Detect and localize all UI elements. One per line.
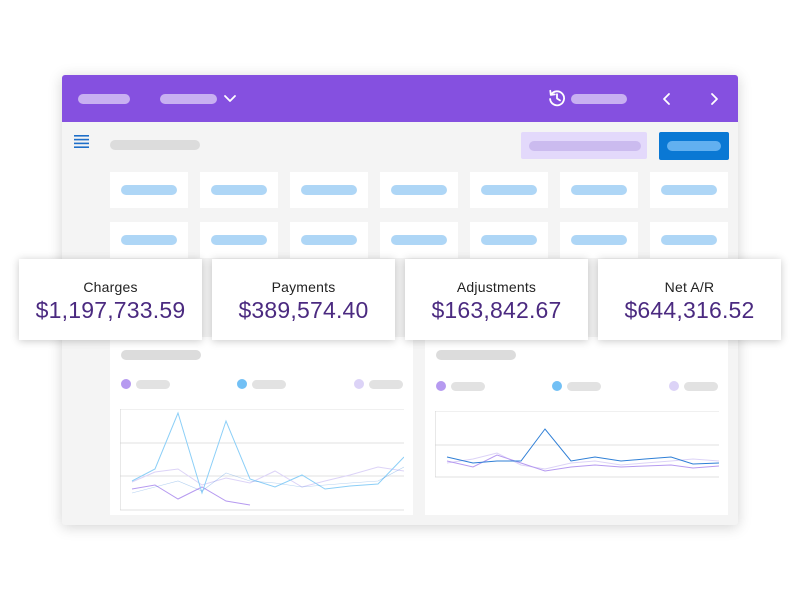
legend-marker [354, 379, 364, 389]
filter-tile[interactable] [560, 172, 638, 208]
history-icon[interactable] [547, 88, 567, 108]
page-title-placeholder [110, 140, 200, 150]
tile-label-placeholder [391, 235, 447, 245]
chart-title-placeholder [121, 350, 201, 360]
legend-label-placeholder [684, 382, 718, 391]
filter-tile[interactable] [200, 222, 278, 258]
chart-title-placeholder [436, 350, 516, 360]
kpi-value: $389,574.40 [238, 297, 369, 323]
legend-marker [237, 379, 247, 389]
legend-marker [436, 381, 446, 391]
tile-label-placeholder [301, 235, 357, 245]
nav-item-placeholder[interactable] [78, 94, 130, 104]
kpi-card-payments: Payments $389,574.40 [212, 259, 395, 340]
tile-label-placeholder [211, 235, 267, 245]
kpi-value: $644,316.52 [624, 297, 755, 323]
tile-label-placeholder [571, 235, 627, 245]
legend-label-placeholder [451, 382, 485, 391]
filter-tile[interactable] [560, 222, 638, 258]
kpi-label: Charges [83, 279, 138, 295]
tile-label-placeholder [661, 235, 717, 245]
legend-marker [669, 381, 679, 391]
history-label-placeholder[interactable] [571, 94, 627, 104]
chevron-down-icon[interactable] [223, 92, 237, 106]
secondary-button-label-placeholder [529, 141, 641, 151]
kpi-card-net-ar: Net A/R $644,316.52 [598, 259, 781, 340]
tile-label-placeholder [121, 235, 177, 245]
chart-panel-right [425, 337, 728, 515]
tile-label-placeholder [571, 185, 627, 195]
filter-tile[interactable] [290, 172, 368, 208]
legend-label-placeholder [136, 380, 170, 389]
kpi-value: $1,197,733.59 [35, 297, 186, 323]
filter-tile[interactable] [110, 172, 188, 208]
hamburger-menu-icon[interactable] [74, 135, 89, 148]
tile-label-placeholder [661, 185, 717, 195]
dropdown-label-placeholder[interactable] [160, 94, 217, 104]
line-chart-left [120, 409, 404, 511]
kpi-label: Adjustments [456, 279, 537, 295]
legend-label-placeholder [369, 380, 403, 389]
chevron-left-icon[interactable] [660, 91, 674, 107]
tile-label-placeholder [301, 185, 357, 195]
tile-label-placeholder [121, 185, 177, 195]
filter-tile[interactable] [470, 222, 548, 258]
filter-tile[interactable] [200, 172, 278, 208]
kpi-card-adjustments: Adjustments $163,842.67 [405, 259, 588, 340]
legend-label-placeholder [252, 380, 286, 389]
kpi-card-charges: Charges $1,197,733.59 [19, 259, 202, 340]
legend-marker [121, 379, 131, 389]
primary-button-label-placeholder [667, 141, 721, 151]
chart-panel-left [110, 337, 413, 515]
filter-tile[interactable] [650, 172, 728, 208]
tile-label-placeholder [211, 185, 267, 195]
filter-tile[interactable] [470, 172, 548, 208]
filter-tile[interactable] [290, 222, 368, 258]
kpi-label: Net A/R [664, 279, 715, 295]
tile-label-placeholder [391, 185, 447, 195]
legend-label-placeholder [567, 382, 601, 391]
filter-tile[interactable] [110, 222, 188, 258]
filter-tile[interactable] [380, 172, 458, 208]
secondary-button[interactable] [521, 132, 647, 159]
primary-button[interactable] [659, 132, 729, 160]
line-chart-right [435, 411, 719, 478]
tile-label-placeholder [481, 185, 537, 195]
filter-tile[interactable] [380, 222, 458, 258]
chevron-right-icon[interactable] [707, 91, 721, 107]
kpi-label: Payments [271, 279, 336, 295]
tile-label-placeholder [481, 235, 537, 245]
top-bar [62, 75, 738, 122]
legend-marker [552, 381, 562, 391]
filter-tile[interactable] [650, 222, 728, 258]
kpi-value: $163,842.67 [431, 297, 562, 323]
